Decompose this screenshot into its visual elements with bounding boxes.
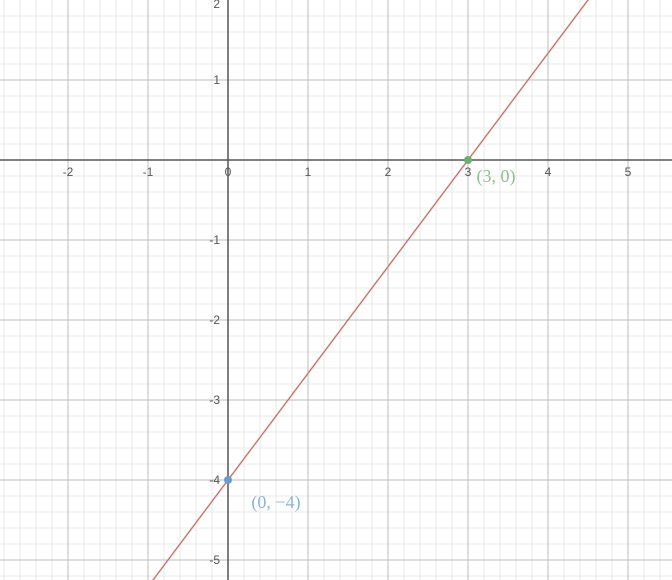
- y-tick-label: 2: [213, 0, 220, 11]
- x-tick-label: 5: [625, 165, 632, 179]
- data-point-0: [464, 156, 472, 164]
- y-tick-label: -1: [209, 233, 220, 247]
- y-tick-label: 1: [213, 73, 220, 87]
- graph-svg: -2 -1 0 1 2 3 4 5 -5 -4 -3 -2 -1 1 2 (3, 0) (0, −4): [0, 0, 672, 580]
- graph-plot: -2 -1 0 1 2 3 4 5 -5 -4 -3 -2 -1 1 2 (3, 0) (0, −4): [0, 0, 672, 580]
- point-label-0: (3, 0): [477, 166, 516, 187]
- x-tick-label: 4: [545, 165, 552, 179]
- x-tick-label: 2: [385, 165, 392, 179]
- x-tick-label: 1: [305, 165, 312, 179]
- y-tick-label: -4: [209, 473, 220, 487]
- y-tick-label: -3: [209, 393, 220, 407]
- y-tick-label: -2: [209, 313, 220, 327]
- x-tick-label: 0: [225, 165, 232, 179]
- y-tick-label: -5: [209, 553, 220, 567]
- x-tick-label: -2: [63, 165, 74, 179]
- x-tick-label: 3: [465, 165, 472, 179]
- x-tick-label: -1: [143, 165, 154, 179]
- point-label-1: (0, −4): [251, 492, 300, 513]
- data-point-1: [224, 476, 232, 484]
